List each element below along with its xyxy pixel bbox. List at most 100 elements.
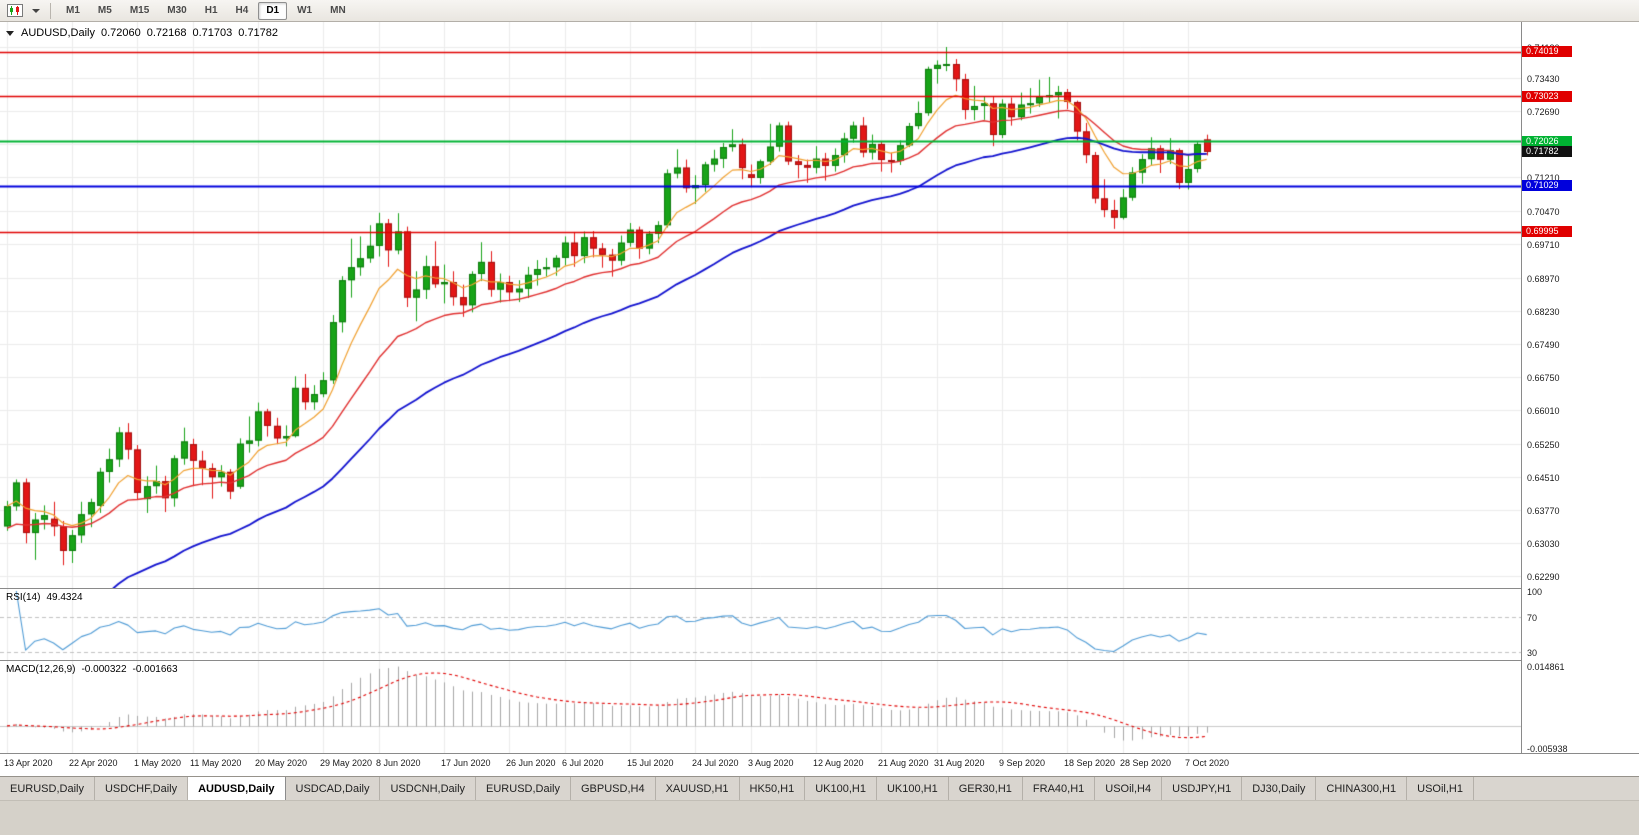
date-axis-label: 17 Jun 2020 [441,758,491,768]
date-axis-label: 21 Aug 2020 [878,758,929,768]
rsi-name: RSI(14) [6,592,41,603]
chart-symbol-label: AUDUSD,Daily [21,27,95,39]
price-axis-label: 0.67490 [1527,339,1560,350]
timeframe-button-group: M1 M5 M15 M30 H1 H4 D1 W1 MN [57,1,355,20]
price-axis-label: 0.63030 [1527,538,1560,549]
panel-separator[interactable] [0,660,1639,661]
price-axis-label: 0.62290 [1527,571,1560,582]
chart-tab-hk50-h1[interactable]: HK50,H1 [740,777,806,800]
price-line-tag: 0.69995 [1522,226,1572,238]
timeframe-button-m5[interactable]: M5 [97,4,112,16]
macd-axis-max: 0.014861 [1527,662,1565,672]
date-axis[interactable]: 13 Apr 2020 22 Apr 2020 1 May 2020 11 May 2… [0,754,1521,776]
date-axis-label: 24 Jul 2020 [692,758,739,768]
chart-tab-dj30-daily[interactable]: DJ30,Daily [1242,777,1317,800]
macd-panel-canvas[interactable] [0,661,1521,753]
chart-tab-usdjpy-h1[interactable]: USDJPY,H1 [1162,777,1243,800]
date-axis-label: 29 May 2020 [320,758,373,768]
macd-name: MACD(12,26,9) [6,664,76,675]
date-axis-label: 8 Jun 2020 [376,758,421,768]
price-axis-label: 0.68970 [1527,273,1560,284]
date-axis-label: 6 Jul 2020 [562,758,604,768]
candlestick-chart-icon[interactable] [3,1,27,21]
chart-tab-gbpusd-h4[interactable]: GBPUSD,H4 [571,777,656,800]
timeframe-button-m1[interactable]: M1 [66,4,80,16]
rsi-panel-canvas[interactable] [0,589,1521,660]
price-axis-label: 0.68230 [1527,306,1560,317]
rsi-axis-label: 70 [1527,613,1538,624]
chart-tab-ger30-h1[interactable]: GER30,H1 [949,777,1023,800]
rsi-value: 49.4324 [46,592,83,603]
timeframe-button-h4[interactable]: H4 [235,4,249,16]
chart-tab-audusd-daily[interactable]: AUDUSD,Daily [188,777,286,800]
price-axis-label: 0.65250 [1527,439,1560,450]
macd-main-value: -0.000322 [81,664,127,675]
panel-separator [0,753,1639,754]
date-axis-label: 11 May 2020 [190,758,242,768]
chart-tab-fra40-h1[interactable]: FRA40,H1 [1023,777,1096,800]
timeframe-button-mn[interactable]: MN [330,4,346,16]
timeframe-button-d1[interactable]: D1 [258,1,288,20]
chevron-down-icon[interactable] [28,1,44,21]
chart-tab-uk100-h1[interactable]: UK100,H1 [877,777,949,800]
price-axis-label: 0.64510 [1527,472,1560,483]
rsi-axis-label: 30 [1527,647,1538,658]
timeframe-button-m15[interactable]: M15 [129,4,150,16]
price-axis[interactable]: 0.014861 -0.005938 0.741300.734300.72690… [1521,22,1639,754]
timeframe-button-w1[interactable]: W1 [297,4,313,16]
price-axis-label: 0.66750 [1527,372,1560,383]
price-line-tag: 0.71029 [1522,180,1572,192]
ohlc-close: 0.71782 [238,27,279,39]
price-axis-label: 0.72690 [1527,107,1560,118]
timeframe-button-m30[interactable]: M30 [167,4,187,16]
macd-label: MACD(12,26,9) -0.000322 -0.001663 [6,664,178,675]
chart-tab-uk100-h1[interactable]: UK100,H1 [805,777,877,800]
toolbar-separator [50,2,51,19]
collapse-arrow-icon[interactable] [6,30,14,36]
macd-signal-value: -0.001663 [132,664,178,675]
price-axis-label: 0.69710 [1527,240,1560,251]
date-axis-label: 31 Aug 2020 [934,758,985,768]
price-axis-label: 0.71210 [1527,173,1560,184]
price-axis-label: 0.73430 [1527,74,1560,85]
current-price-tag: 0.71782 [1522,146,1572,158]
chart-tab-usoil-h4[interactable]: USOil,H4 [1095,777,1163,800]
price-axis-label: 0.63770 [1527,505,1560,516]
panel-separator[interactable] [0,588,1639,589]
toolbar: M1 M5 M15 M30 H1 H4 D1 W1 MN [0,0,1639,22]
rsi-label: RSI(14) 49.4324 [6,592,83,603]
chart-tab-usoil-h1[interactable]: USOil,H1 [1407,777,1474,800]
date-axis-label: 28 Sep 2020 [1120,758,1172,768]
chart-header: AUDUSD,Daily 0.72060 0.72168 0.71703 0.7… [6,27,278,39]
date-axis-label: 9 Sep 2020 [999,758,1046,768]
date-axis-label: 20 May 2020 [255,758,308,768]
price-axis-label: 0.66010 [1527,405,1560,416]
date-axis-label: 13 Apr 2020 [4,758,53,768]
chart-tab-eurusd-daily[interactable]: EURUSD,Daily [0,777,95,800]
timeframe-button-h1[interactable]: H1 [204,4,218,16]
date-axis-label: 15 Jul 2020 [627,758,674,768]
macd-axis-min: -0.005938 [1527,744,1568,754]
date-axis-label: 18 Sep 2020 [1064,758,1116,768]
chart-tab-eurusd-daily[interactable]: EURUSD,Daily [476,777,571,800]
main-chart-canvas[interactable] [0,22,1521,588]
chart-tab-usdchf-daily[interactable]: USDCHF,Daily [95,777,189,800]
date-axis-label: 1 May 2020 [134,758,182,768]
date-axis-label: 3 Aug 2020 [748,758,794,768]
chart-tab-usdcnh-daily[interactable]: USDCNH,Daily [380,777,477,800]
price-line-tag: 0.72026 [1522,135,1572,147]
price-line-tag: 0.73023 [1522,90,1572,102]
ohlc-low: 0.71703 [192,27,233,39]
chart-tab-china300-h1[interactable]: CHINA300,H1 [1316,777,1408,800]
date-axis-label: 26 Jun 2020 [506,758,556,768]
ohlc-high: 0.72168 [146,27,187,39]
date-axis-label: 7 Oct 2020 [1185,758,1230,768]
chart-tab-usdcad-daily[interactable]: USDCAD,Daily [286,777,381,800]
date-axis-label: 22 Apr 2020 [69,758,118,768]
rsi-axis-label: 100 [1527,587,1543,597]
price-line-tag: 0.74019 [1522,46,1572,58]
chart-tab-xauusd-h1[interactable]: XAUUSD,H1 [656,777,740,800]
ohlc-open: 0.72060 [100,27,141,39]
status-strip [0,800,1639,835]
